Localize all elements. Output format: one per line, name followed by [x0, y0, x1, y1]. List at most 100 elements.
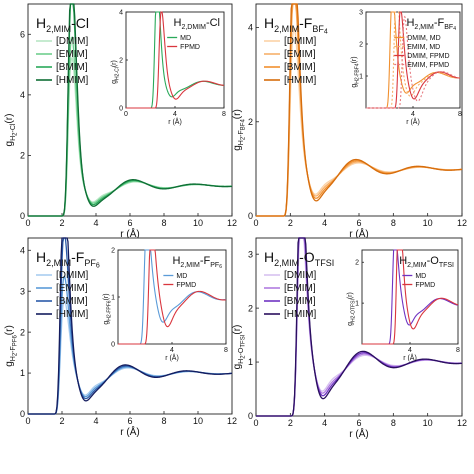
main-xtick-label: 8 — [391, 418, 396, 428]
main-xtick-label: 0 — [253, 218, 258, 228]
panel-title: H2,MIM-FBF4 — [264, 15, 328, 35]
main-xtick-label: 2 — [288, 218, 293, 228]
inset-xtick-label: 0 — [124, 111, 128, 118]
inset-xtick-label: 4 — [408, 347, 412, 354]
inset-xtick-label: 4 — [170, 347, 174, 354]
main-xtick-label: 6 — [356, 218, 361, 228]
panel-title: H2,MIM-FPF6 — [36, 249, 100, 269]
main-ytick-label: 2 — [248, 117, 253, 127]
main-ytick-label: 6 — [20, 29, 25, 39]
inset-ytick-label: 2 — [355, 260, 359, 267]
main-ytick-label: 0 — [20, 409, 25, 419]
main-xtick-label: 8 — [161, 218, 166, 228]
inset-ytick-label: 3 — [359, 9, 363, 16]
inset-ytick-label: 4 — [119, 9, 123, 16]
main-xtick-label: 12 — [227, 416, 237, 426]
main-xtick-label: 4 — [322, 418, 327, 428]
legend-label: [EMIM] — [284, 283, 316, 294]
x-axis-label: r (Å) — [349, 227, 368, 240]
main-ytick-label: 1 — [248, 357, 253, 367]
main-xtick-label: 10 — [423, 218, 433, 228]
inset-ytick-label: 2 — [119, 57, 123, 64]
main-xtick-label: 10 — [423, 418, 433, 428]
inset-x-axis-label: r (Å) — [406, 117, 420, 126]
main-ytick-label: 4 — [20, 245, 25, 255]
y-axis-label: gH2-FPF6(r) — [4, 325, 19, 367]
main-ytick-label: 4 — [20, 90, 25, 100]
main-xtick-label: 10 — [193, 416, 203, 426]
inset-x-axis-label: r (Å) — [168, 117, 182, 126]
main-xtick-label: 4 — [93, 416, 98, 426]
inset-ytick-label: 2 — [359, 41, 363, 48]
inset-y-axis-label: gH2-FBF4(r) — [351, 56, 360, 87]
legend-label: [BMIM] — [284, 62, 316, 73]
y-axis-label: gH2-Cl(r) — [4, 114, 19, 147]
inset-series-line — [366, 15, 461, 109]
main-ytick-label: 2 — [20, 327, 25, 337]
inset-plot: 4 8 0 1 2 H2,MIM-FPF6 MD FPMD r (Å) gH2-FPF6(r) — [103, 247, 228, 362]
legend-label: [HMIM] — [56, 309, 88, 320]
inset-y-axis-label: gH2-Cl(r) — [111, 60, 120, 84]
inset-series-line — [362, 249, 459, 345]
main-xtick-label: 12 — [457, 418, 467, 428]
main-xtick-label: 0 — [253, 418, 258, 428]
main-ytick-label: 4 — [248, 23, 253, 33]
main-xtick-label: 8 — [161, 416, 166, 426]
inset-title: H2,MIM-FBF4 — [406, 17, 456, 32]
main-xtick-label: 6 — [127, 218, 132, 228]
y-axis-label: gH2-FBF4(r) — [232, 109, 247, 151]
main-xtick-label: 12 — [227, 218, 237, 228]
inset-xtick-label: 4 — [411, 111, 415, 118]
inset-legend-label: DMIM, FPMD — [407, 53, 449, 60]
panel-title: H2,MIM-OTFSI — [264, 249, 334, 268]
inset-frame — [117, 249, 227, 345]
series-line-hmim — [28, 3, 233, 217]
inset-y-axis-label: gH2-FPF6(r) — [103, 293, 112, 324]
inset-title: H2,MIM-FPF6 — [172, 255, 222, 270]
main-xtick-label: 2 — [59, 416, 64, 426]
legend-label: [BMIM] — [56, 296, 88, 307]
inset-title: H2,DMIM-Cl — [173, 17, 220, 31]
inset-ytick-label: 0 — [119, 105, 123, 112]
legend-label: [DMIM] — [284, 36, 316, 47]
inset-legend-label: DMIM, MD — [407, 35, 440, 42]
main-xtick-label: 2 — [59, 218, 64, 228]
inset-ytick-label: 1 — [359, 73, 363, 80]
main-xtick-label: 4 — [93, 218, 98, 228]
inset-xtick-label: 8 — [224, 347, 228, 354]
inset-legend-label: MD — [415, 273, 426, 280]
inset-ytick-label: 1 — [111, 294, 115, 301]
inset-xtick-label: 8 — [222, 111, 226, 118]
inset-x-axis-label: r (Å) — [165, 353, 179, 362]
legend-label: [HMIM] — [284, 309, 316, 320]
legend-label: [DMIM] — [56, 270, 88, 281]
y-axis-label: gH2-OTFSI(r) — [232, 325, 247, 370]
main-ytick-label: 0 — [248, 211, 253, 221]
inset-legend-label: EMIM, FPMD — [407, 62, 449, 69]
inset-series-line — [118, 249, 227, 345]
main-xtick-label: 8 — [391, 218, 396, 228]
inset-ytick-label: 0 — [111, 341, 115, 348]
series-line-hmim — [256, 3, 463, 217]
legend-label: [EMIM] — [56, 283, 88, 294]
main-xtick-label: 12 — [457, 218, 467, 228]
panel-1: 0 2 4 6 8 10 12 0 2 4 6 H2,MIM-Cl [DMIM] [EMIM] [BMIM]… — [4, 3, 237, 240]
legend-label: [EMIM] — [284, 49, 316, 60]
inset-frame — [365, 11, 461, 109]
inset-y-axis-label: gH2-OTFSI(r) — [347, 292, 356, 326]
inset-series-line — [126, 11, 225, 109]
inset-frame — [361, 249, 459, 345]
inset-legend-label: FPMD — [176, 282, 196, 289]
inset-xtick-label: 8 — [458, 111, 462, 118]
x-axis-label: r (Å) — [120, 425, 139, 438]
inset-legend-label: MD — [176, 273, 187, 280]
main-xtick-label: 6 — [127, 416, 132, 426]
inset-legend-label: FPMD — [415, 282, 435, 289]
inset-title: H2,MIM-OTFSI — [399, 255, 454, 269]
main-xtick-label: 6 — [356, 418, 361, 428]
legend-label: [HMIM] — [56, 75, 88, 86]
